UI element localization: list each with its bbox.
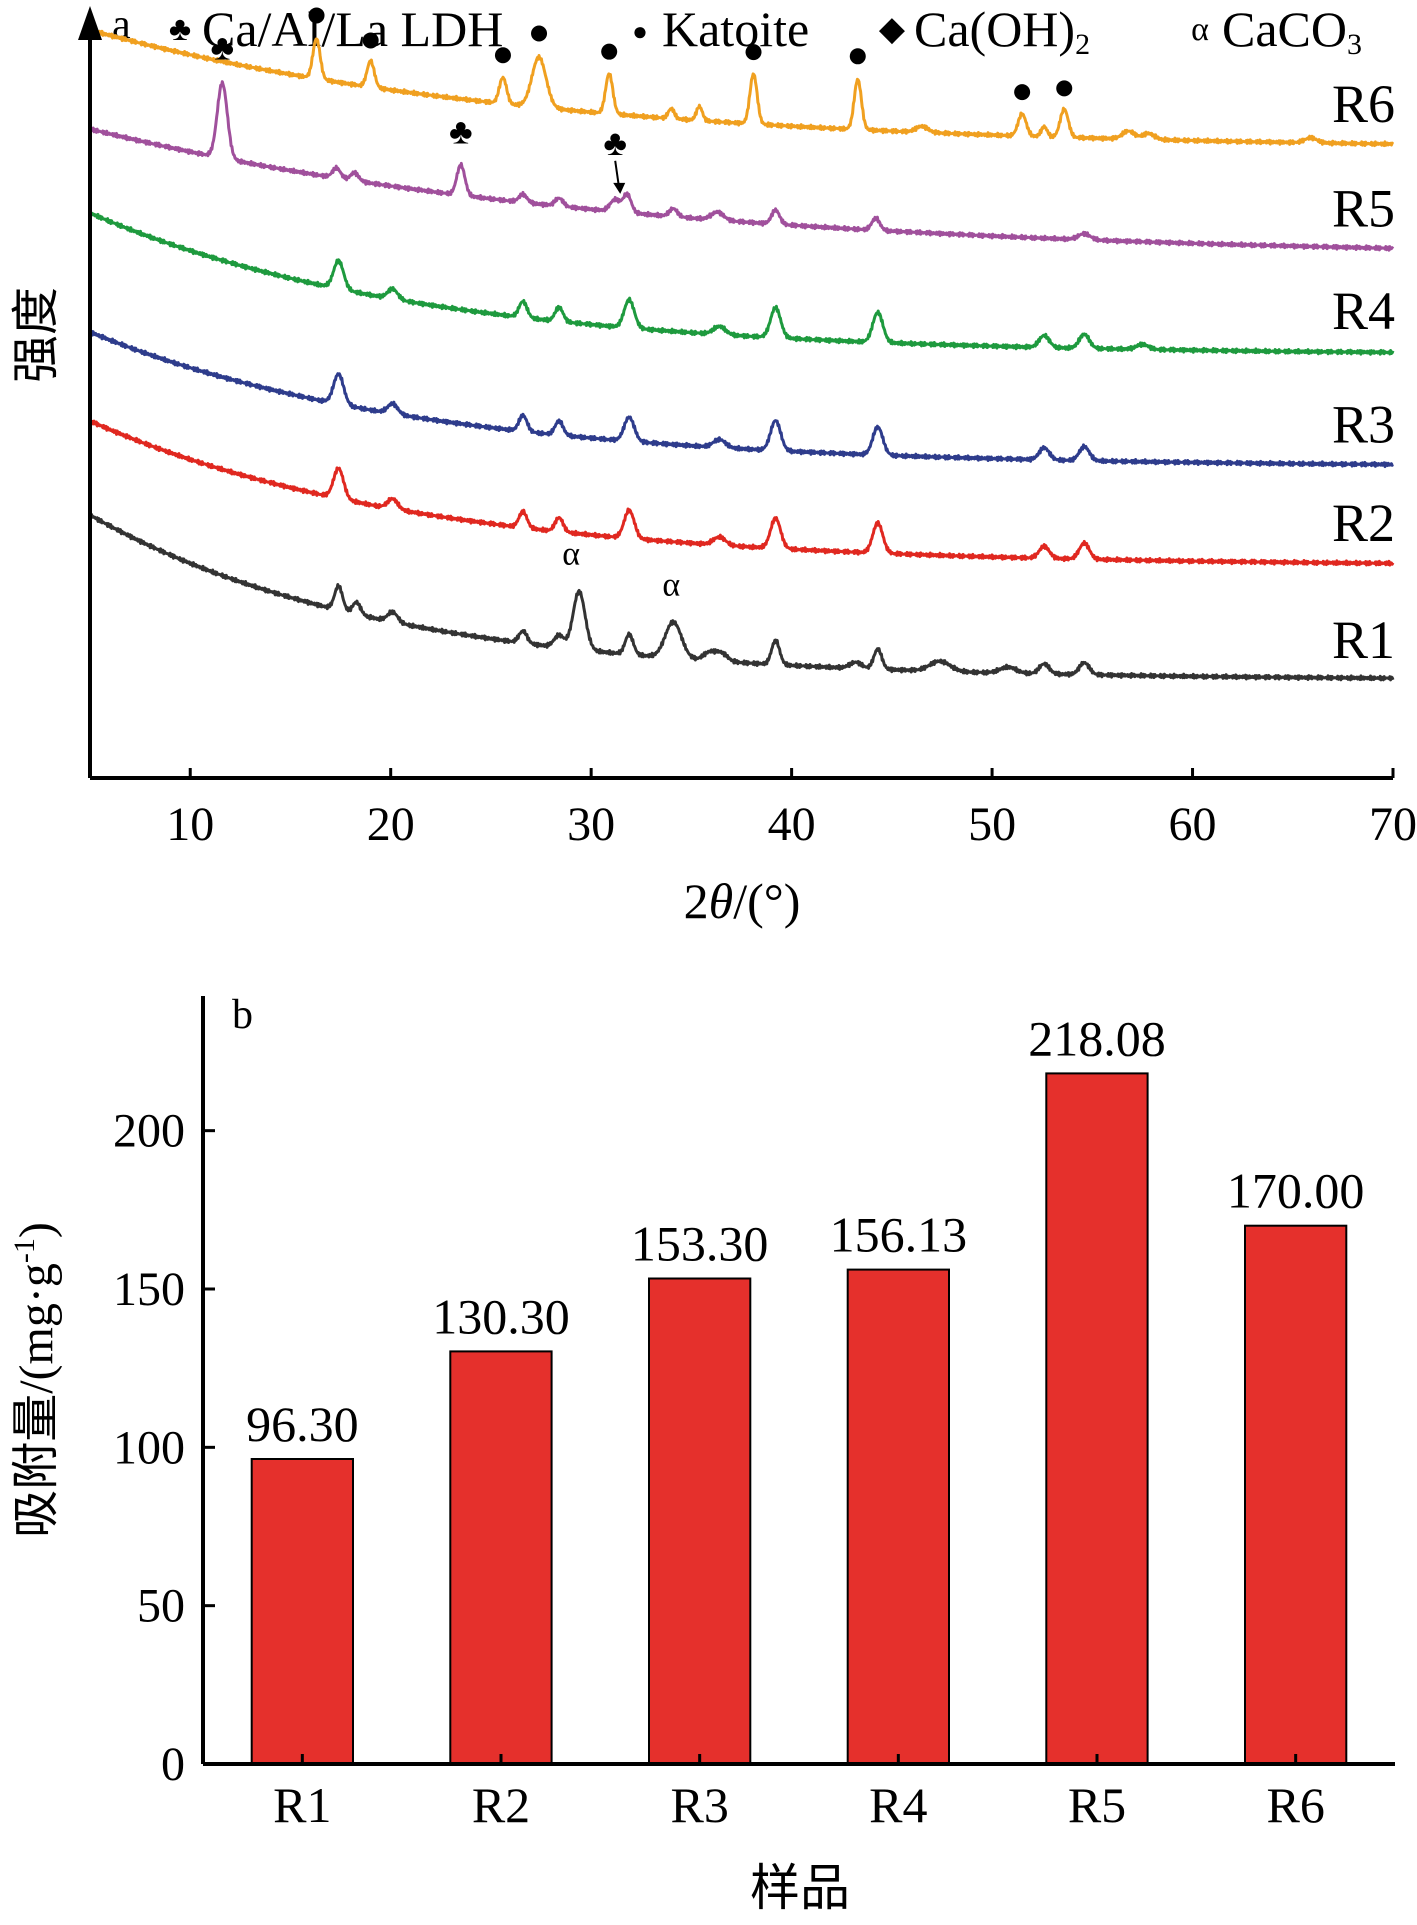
xrd-x-tick-label: 30 — [567, 798, 615, 851]
calcite-marker: α — [562, 535, 580, 572]
xrd-x-ticks: 10 20 30 40 50 60 70 — [166, 768, 1417, 851]
xrd-series-label-r1: R1 — [1332, 610, 1395, 670]
xrd-series-label-r6: R6 — [1332, 74, 1395, 134]
ldh-marker: ♣ — [449, 112, 473, 152]
adsorption-bar-r3 — [648, 1277, 752, 1765]
adsorption-value-label: 153.30 — [631, 1216, 769, 1272]
legend-symbol: α — [1191, 11, 1209, 48]
ldh-marker: ♣ — [603, 123, 627, 163]
adsorption-value-label: 170.00 — [1227, 1163, 1365, 1219]
adsorption-category-label: R5 — [1068, 1777, 1126, 1833]
legend-symbol: ◆ — [879, 11, 906, 48]
adsorption-y-tick-label: 50 — [137, 1580, 185, 1633]
adsorption-value-label: 156.13 — [830, 1207, 968, 1263]
adsorption-y-tick-label: 150 — [113, 1263, 185, 1316]
katoite-marker — [531, 25, 548, 42]
legend-label: CaCO3 — [1222, 1, 1362, 61]
xrd-trace-r3 — [88, 329, 1394, 469]
xrd-legend: ♣ Ca/Al/La LDH ● Katoite ◆ Ca(OH)2 α CaCO3 — [169, 1, 1362, 61]
xrd-trace-r4 — [88, 210, 1395, 356]
adsorption-bar-r1 — [250, 1458, 354, 1765]
xrd-x-tick-label: 70 — [1369, 798, 1417, 851]
adsorption-category-label: R2 — [472, 1777, 530, 1833]
xrd-trace-r5 — [89, 80, 1395, 252]
adsorption-category-label: R6 — [1266, 1777, 1324, 1833]
adsorption-category-label: R4 — [869, 1777, 927, 1833]
xrd-series-label-r2: R2 — [1332, 493, 1395, 553]
xrd-x-tick-label: 60 — [1169, 798, 1217, 851]
legend-symbol: ● — [632, 17, 648, 46]
adsorption-value-label: 130.30 — [432, 1288, 570, 1344]
xrd-series-label-r3: R3 — [1332, 395, 1395, 455]
katoite-marker — [849, 48, 866, 65]
katoite-marker — [308, 7, 325, 24]
adsorption-panel: b 96.30 130.30 153.30 156.13 218.08 170.00 0 5… — [8, 992, 1395, 1916]
xrd-x-axis-title: 2θ/(°) — [684, 873, 801, 929]
katoite-marker — [1014, 84, 1031, 101]
adsorption-value-label: 96.30 — [246, 1396, 359, 1452]
calcite-marker: α — [662, 566, 680, 603]
panel-b-label: b — [232, 992, 253, 1038]
adsorption-x-categories: R1 R2 R3 R4 R5 R6 — [273, 1754, 1325, 1833]
katoite-marker — [601, 43, 618, 60]
xrd-panel: a ♣ Ca/Al/La LDH ● Katoite ◆ Ca(OH)2 α CaCO3 R6… — [10, 1, 1417, 929]
xrd-traces: R6 R5 R4 R3 R2 R1 — [88, 27, 1395, 682]
adsorption-x-axis-title: 样品 — [750, 1860, 850, 1916]
xrd-x-tick-label: 10 — [166, 798, 214, 851]
legend-label: Ca(OH)2 — [914, 1, 1090, 61]
xrd-axes — [78, 6, 1393, 780]
xrd-x-tick-label: 20 — [367, 798, 415, 851]
xrd-trace-r6 — [88, 27, 1395, 148]
adsorption-category-label: R1 — [273, 1777, 331, 1833]
katoite-marker — [745, 44, 762, 61]
adsorption-y-ticks: 0 50 100 150 200 — [113, 1105, 215, 1791]
adsorption-bars: 96.30 130.30 153.30 156.13 218.08 170.00 — [246, 1010, 1365, 1766]
xrd-x-tick-label: 50 — [968, 798, 1016, 851]
katoite-marker — [362, 32, 379, 49]
ldh-marker-arrowhead — [613, 182, 626, 194]
xrd-y-axis-arrow — [78, 6, 102, 40]
adsorption-bar-r2 — [449, 1350, 553, 1766]
adsorption-bar-r5 — [1045, 1072, 1149, 1765]
katoite-marker — [494, 47, 511, 64]
xrd-x-tick-label: 40 — [768, 798, 816, 851]
legend-symbol: ♣ — [169, 11, 191, 48]
xrd-peak-markers: ♣ ♣ ♣ α α — [210, 7, 1073, 603]
adsorption-y-tick-label: 200 — [113, 1105, 185, 1158]
xrd-y-axis-title: 强度 — [10, 287, 63, 383]
katoite-marker — [1056, 80, 1073, 97]
legend-label: Ca/Al/La LDH — [202, 1, 503, 57]
xrd-trace-r1 — [88, 513, 1395, 682]
adsorption-bar-r4 — [846, 1268, 951, 1765]
adsorption-y-tick-label: 0 — [161, 1738, 185, 1791]
adsorption-y-tick-label: 100 — [113, 1421, 185, 1474]
legend-label: Katoite — [662, 1, 809, 57]
adsorption-y-axis-title: 吸附量/(mg·g-1) — [8, 1222, 63, 1538]
xrd-trace-r2 — [89, 419, 1395, 567]
adsorption-axes — [201, 996, 1395, 1766]
xrd-series-label-r5: R5 — [1332, 179, 1395, 239]
xrd-series-label-r4: R4 — [1332, 281, 1395, 341]
adsorption-value-label: 218.08 — [1028, 1010, 1166, 1066]
adsorption-category-label: R3 — [670, 1777, 728, 1833]
ldh-marker: ♣ — [210, 28, 234, 68]
adsorption-bar-r6 — [1244, 1224, 1348, 1765]
